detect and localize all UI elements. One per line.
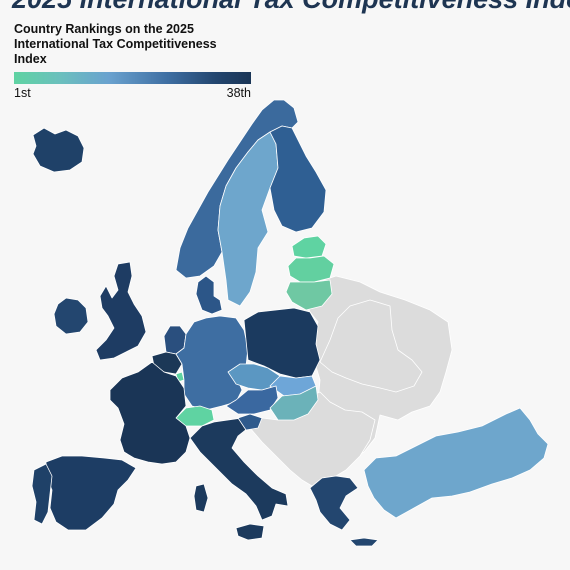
country-italy: [189, 417, 289, 521]
country-no-data-belarus-ukraine: [319, 299, 423, 393]
country-latvia: [287, 255, 335, 283]
legend-max-label: 38th: [226, 86, 251, 100]
country-ireland: [53, 297, 89, 335]
country-lithuania: [285, 279, 333, 311]
country-finland: [269, 125, 327, 233]
country-austria: [225, 385, 279, 415]
legend-title: Country Rankings on the 2025 Internation…: [14, 22, 217, 66]
country-iceland: [32, 127, 85, 173]
country-sweden: [217, 131, 279, 307]
country-france: [109, 361, 191, 465]
country-italy-sicily: [235, 523, 265, 541]
country-germany: [175, 315, 249, 411]
legend-color-scale: [14, 72, 251, 84]
country-portugal: [31, 463, 53, 525]
country-greece: [309, 475, 359, 531]
legend-min-label: 1st: [14, 86, 31, 100]
country-italy-sardinia: [193, 483, 209, 513]
country-turkey: [363, 407, 549, 519]
country-poland: [243, 307, 321, 379]
legend-scale-labels: 1st 38th: [14, 86, 251, 100]
country-switzerland: [175, 405, 215, 427]
country-spain: [45, 455, 137, 531]
country-hungary: [269, 385, 319, 421]
country-estonia: [291, 235, 327, 259]
country-greece-crete: [349, 537, 379, 547]
country-slovenia: [237, 413, 263, 431]
country-denmark: [195, 275, 223, 315]
page-title: 2025 International Tax Competitiveness I…: [12, 0, 570, 14]
country-united-kingdom: [95, 261, 147, 361]
legend: Country Rankings on the 2025 Internation…: [14, 22, 251, 100]
